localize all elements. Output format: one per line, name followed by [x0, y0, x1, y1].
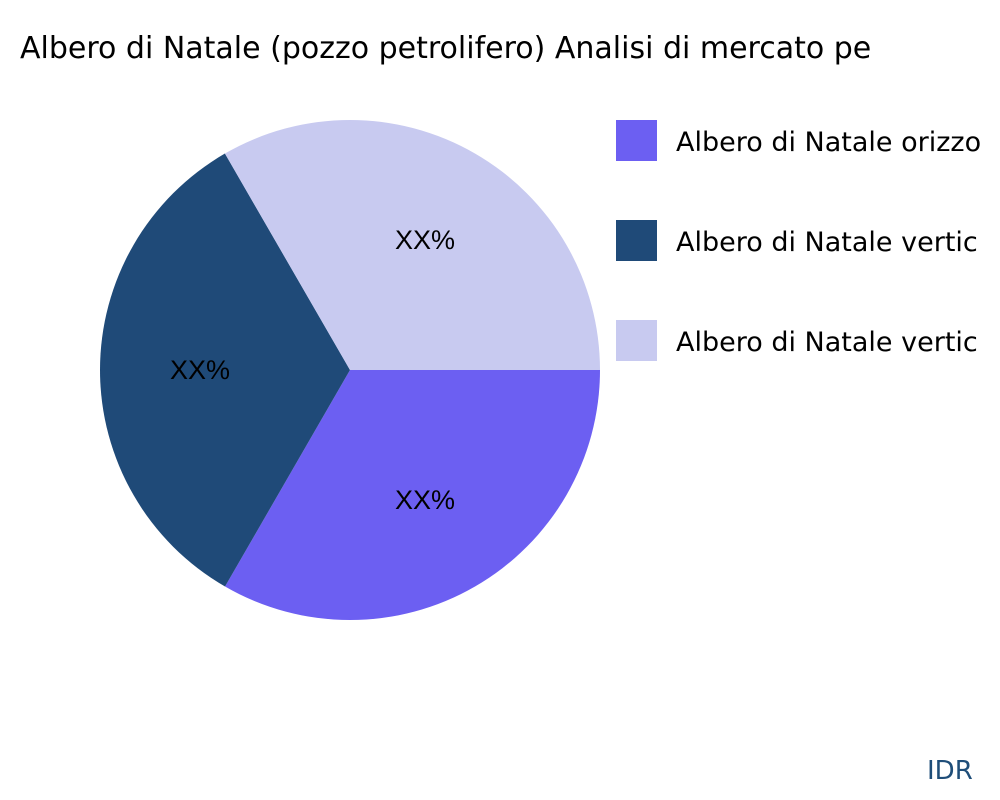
pie-slice — [224, 119, 601, 371]
slice-label: XX% — [395, 225, 455, 255]
legend-swatch — [616, 220, 657, 261]
source-label: IDR — [927, 756, 973, 786]
legend-swatch — [616, 320, 657, 361]
legend-swatch — [616, 120, 657, 161]
pie-slice — [225, 370, 600, 621]
slice-label: XX% — [170, 355, 230, 385]
legend-label: Albero di Natale vertic — [676, 227, 978, 258]
slice-label: XX% — [395, 485, 455, 515]
chart-title: Albero di Natale (pozzo petrolifero) Ana… — [20, 31, 871, 66]
pie-slice — [100, 153, 350, 587]
legend-label: Albero di Natale vertic — [676, 327, 978, 358]
legend-label: Albero di Natale orizzo — [676, 127, 981, 158]
